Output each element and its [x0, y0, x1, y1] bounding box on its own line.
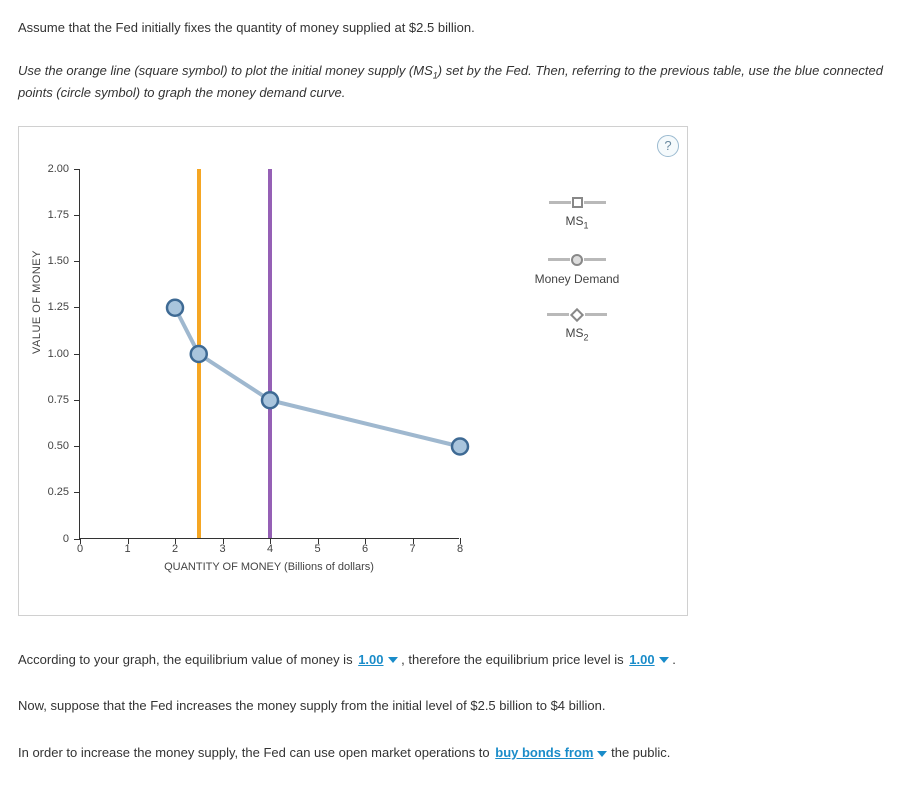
demand-point[interactable] [262, 392, 278, 408]
legend-ms2-swatch [507, 310, 647, 320]
q1-mid: , therefore the equilibrium price level … [401, 652, 627, 667]
paragraph-2: Now, suppose that the Fed increases the … [18, 696, 884, 717]
question1: According to your graph, the equilibrium… [18, 646, 884, 675]
legend-demand-swatch [507, 254, 647, 266]
chart-panel: ? VALUE OF MONEY 00.250.500.751.001.251.… [18, 126, 688, 616]
x-tick-label: 5 [314, 543, 320, 555]
demand-point[interactable] [452, 438, 468, 454]
q1-post: . [672, 652, 676, 667]
q1-dropdown-value-of-money[interactable]: 1.00 [356, 652, 385, 667]
intro-line2: Use the orange line (square symbol) to p… [18, 61, 884, 104]
q2-dropdown-omo-action[interactable]: buy bonds from [493, 745, 595, 760]
legend-ms1[interactable]: MS1 [507, 197, 647, 230]
plot-canvas[interactable]: 00.250.500.751.001.251.501.752.000123456… [79, 169, 459, 539]
x-tick-label: 7 [409, 543, 415, 555]
y-tick-label: 0 [63, 533, 69, 545]
x-tick-label: 8 [457, 543, 463, 555]
legend-ms2-label: MS [565, 326, 583, 340]
legend-ms2[interactable]: MS2 [507, 310, 647, 342]
demand-point[interactable] [191, 346, 207, 362]
chevron-down-icon [388, 657, 398, 663]
intro-line2a: Use the orange line (square symbol) to p… [18, 63, 413, 78]
x-tick-label: 3 [219, 543, 225, 555]
help-icon: ? [664, 138, 671, 153]
chevron-down-icon [597, 751, 607, 757]
intro-var: MS [413, 63, 433, 78]
x-tick-label: 2 [172, 543, 178, 555]
legend-demand[interactable]: Money Demand [507, 254, 647, 286]
q2-post: the public. [611, 745, 670, 760]
legend: MS1 Money Demand MS2 [507, 197, 647, 367]
legend-ms2-sub: 2 [583, 332, 588, 342]
legend-ms1-sub: 1 [583, 220, 588, 230]
y-tick-label: 2.00 [48, 163, 69, 175]
x-tick-label: 1 [124, 543, 130, 555]
help-button[interactable]: ? [657, 135, 679, 157]
y-tick-label: 1.75 [48, 209, 69, 221]
q1-dropdown-price-level[interactable]: 1.00 [627, 652, 656, 667]
y-tick-label: 1.25 [48, 301, 69, 313]
money-demand-curve[interactable] [80, 169, 460, 539]
chevron-down-icon [659, 657, 669, 663]
y-tick-label: 0.25 [48, 486, 69, 498]
x-tick-label: 4 [267, 543, 273, 555]
plot-area[interactable]: VALUE OF MONEY 00.250.500.751.001.251.50… [79, 169, 459, 539]
intro-block: Assume that the Fed initially fixes the … [18, 18, 884, 104]
question2: In order to increase the money supply, t… [18, 739, 884, 768]
x-tick-label: 6 [362, 543, 368, 555]
y-axis-title: VALUE OF MONEY [31, 250, 43, 354]
y-tick-label: 1.50 [48, 255, 69, 267]
q2-pre: In order to increase the money supply, t… [18, 745, 493, 760]
q1-pre: According to your graph, the equilibrium… [18, 652, 356, 667]
x-tick-label: 0 [77, 543, 83, 555]
y-tick-label: 0.50 [48, 440, 69, 452]
q2-ans: buy bonds from [495, 745, 593, 760]
demand-point[interactable] [167, 299, 183, 315]
legend-ms1-label: MS [565, 214, 583, 228]
q1-ans2: 1.00 [629, 652, 654, 667]
y-tick-label: 1.00 [48, 348, 69, 360]
legend-ms1-swatch [507, 197, 647, 208]
intro-line1: Assume that the Fed initially fixes the … [18, 18, 884, 39]
legend-demand-label: Money Demand [535, 272, 620, 286]
x-axis-title: QUANTITY OF MONEY (Billions of dollars) [79, 561, 459, 573]
y-tick-label: 0.75 [48, 394, 69, 406]
q1-ans1: 1.00 [358, 652, 383, 667]
